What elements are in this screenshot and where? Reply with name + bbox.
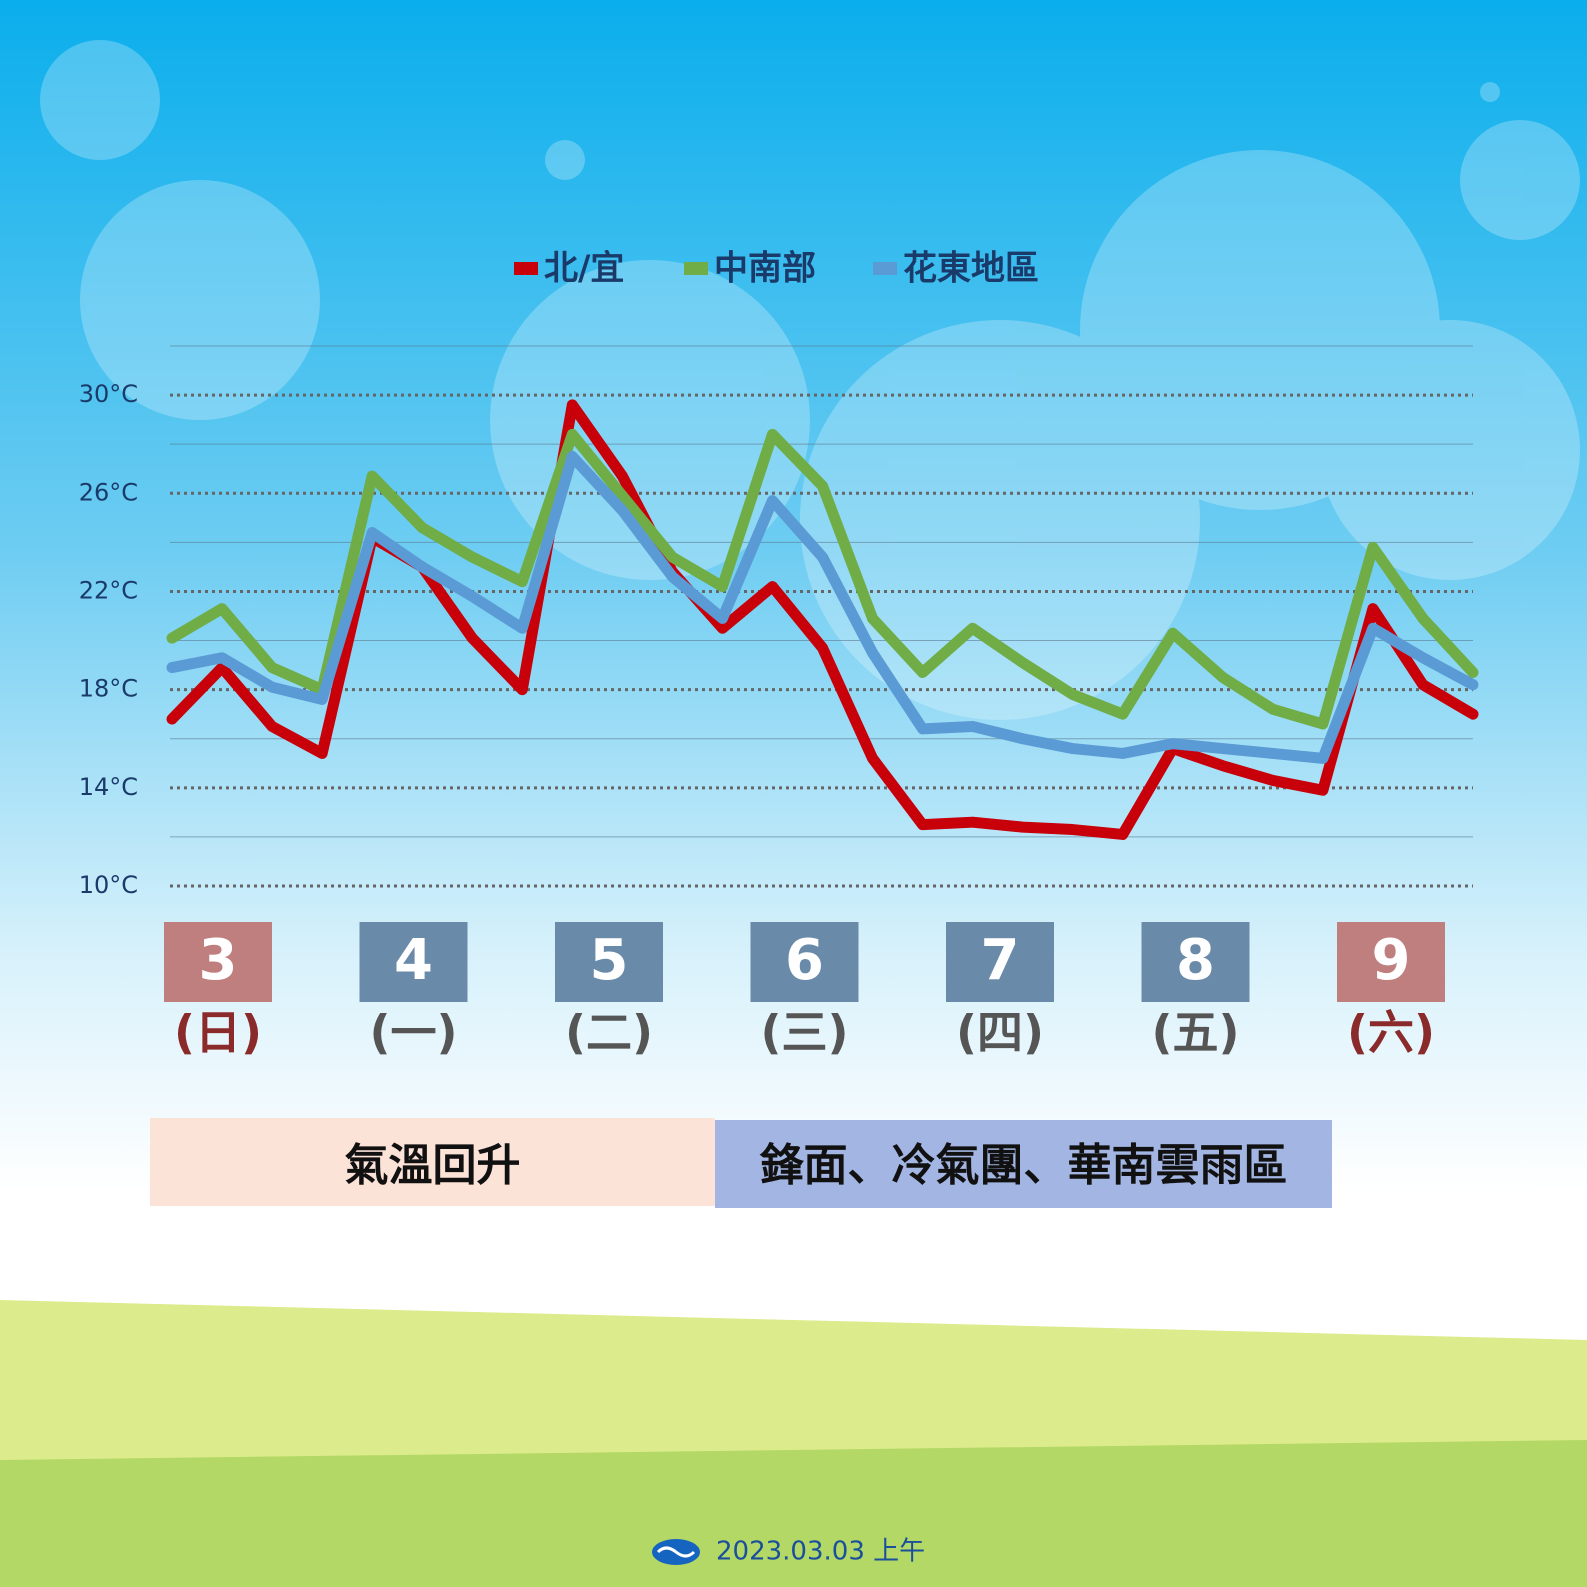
legend-label: 中南部 — [714, 249, 816, 289]
series-line — [166, 428, 1479, 730]
series-line — [166, 450, 1479, 764]
day-date: 8 — [1176, 928, 1215, 993]
day-box — [750, 922, 859, 1002]
banner — [715, 1120, 1332, 1208]
legend-label: 北/宜 — [544, 249, 624, 289]
day-box — [946, 922, 1054, 1002]
day-weekday: (三) — [760, 1006, 848, 1060]
day-weekday: (四) — [956, 1006, 1044, 1060]
footer: 2023.03.03 上午 — [652, 1537, 925, 1567]
plot: 10°C 14°C 18°C 22°C 26°C 30°C 北/宜 中南部 花東地區 3 (日) 4 (… — [79, 249, 1479, 1208]
footer-date: 2023.03.03 上午 — [716, 1537, 925, 1567]
day-date: 4 — [394, 928, 433, 993]
day-box — [555, 922, 663, 1002]
legend-label: 花東地區 — [903, 249, 1039, 289]
y-tick-label: 14°C — [79, 773, 138, 801]
day-date: 7 — [981, 928, 1020, 993]
day-weekday: (二) — [565, 1006, 653, 1060]
day-box — [1337, 922, 1445, 1002]
y-tick-label: 10°C — [79, 871, 138, 899]
y-tick-label: 22°C — [79, 576, 138, 604]
y-tick-label: 30°C — [79, 380, 138, 408]
legend-swatch — [684, 262, 708, 275]
day-date: 9 — [1372, 928, 1411, 993]
ground-front — [0, 1440, 1587, 1587]
day-box — [1141, 922, 1250, 1002]
y-tick-label: 26°C — [79, 478, 138, 506]
day-weekday: (五) — [1151, 1006, 1239, 1060]
legend-swatch — [873, 262, 897, 275]
day-weekday: (一) — [369, 1006, 457, 1060]
clouds — [40, 40, 1580, 720]
legend-swatch — [514, 262, 538, 275]
banner-text: 氣溫回升 — [345, 1140, 521, 1191]
day-date: 6 — [785, 928, 824, 993]
day-weekday: (六) — [1347, 1006, 1435, 1060]
banner — [150, 1118, 715, 1206]
day-box — [359, 922, 468, 1002]
day-weekday: (日) — [174, 1006, 262, 1060]
day-date: 3 — [199, 928, 238, 993]
banner-text: 鋒面、冷氣團、華南雲雨區 — [760, 1140, 1288, 1191]
day-box — [164, 922, 272, 1002]
day-date: 5 — [590, 928, 629, 993]
y-tick-label: 18°C — [79, 675, 138, 703]
